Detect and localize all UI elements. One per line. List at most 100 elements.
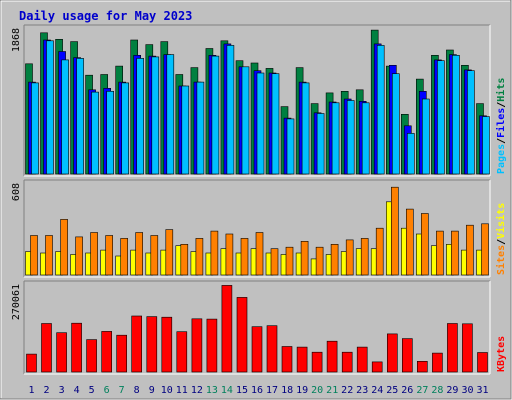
bar-pages-day-20	[316, 113, 325, 175]
bar-pages-day-2	[46, 40, 54, 175]
bar-kbytes-day-15	[236, 297, 248, 373]
x-tick-label-day-25: 25	[386, 385, 398, 396]
bar-sites-day-18	[285, 246, 294, 276]
bar-kbytes-day-24	[371, 361, 383, 373]
x-tick-label-day-10: 10	[161, 385, 173, 396]
bar-kbytes-day-30	[462, 323, 473, 373]
x-tick-label-day-22: 22	[341, 385, 353, 396]
bar-pages-day-22	[346, 100, 355, 175]
bar-sites-day-9	[150, 235, 159, 276]
panel-legend: Sites/Visits	[495, 203, 507, 275]
bar-pages-day-4	[76, 58, 84, 175]
bar-sites-day-22	[345, 239, 354, 276]
bar-sites-day-19	[300, 241, 309, 276]
legend-kbytes: KBytes	[496, 336, 507, 372]
bar-sites-day-10	[165, 229, 174, 276]
bar-kbytes-day-6	[101, 331, 112, 373]
legend-sites: Sites	[495, 245, 507, 275]
bar-sites-day-17	[270, 248, 279, 276]
x-tick-label-day-23: 23	[356, 385, 368, 396]
bar-kbytes-day-9	[146, 316, 158, 373]
bar-kbytes-day-31	[477, 352, 488, 373]
bar-pages-day-8	[136, 58, 144, 175]
bar-sites-day-11	[180, 244, 189, 276]
bar-pages-day-14	[226, 45, 235, 175]
bar-pages-day-5	[91, 91, 99, 175]
x-tick-label-day-3: 3	[59, 385, 65, 396]
bar-kbytes-day-22	[341, 351, 353, 373]
bar-kbytes-day-19	[296, 346, 308, 373]
chart-panels: 1868Pages/Files/Hits608Sites/Visits27006…	[11, 24, 507, 375]
bar-sites-day-20	[315, 246, 324, 276]
x-tick-label-day-4: 4	[74, 385, 80, 396]
bar-kbytes-day-28	[432, 352, 443, 373]
legend-separator: /	[496, 239, 507, 245]
bar-pages-day-7	[121, 82, 129, 175]
bar-pages-day-29	[452, 54, 460, 175]
bar-pages-day-31	[482, 116, 490, 175]
bar-sites-day-28	[436, 230, 444, 276]
bar-kbytes-day-14	[221, 285, 233, 373]
x-tick-label-day-2: 2	[43, 385, 49, 396]
x-tick-label-day-18: 18	[281, 385, 293, 396]
bar-pages-day-15	[241, 66, 250, 175]
x-tick-label-day-5: 5	[89, 385, 95, 396]
legend-separator: /	[496, 138, 507, 144]
legend-separator: /	[496, 102, 507, 108]
bar-kbytes-day-23	[356, 346, 368, 373]
bar-pages-day-12	[196, 81, 205, 175]
bar-kbytes-day-26	[401, 338, 413, 373]
bar-pages-day-26	[406, 133, 415, 175]
x-tick-label-day-6: 6	[104, 385, 110, 396]
x-tick-label-day-26: 26	[401, 385, 413, 396]
chart-title: Daily usage for May 2023	[19, 9, 192, 23]
bar-kbytes-day-7	[116, 334, 127, 373]
x-tick-label-day-27: 27	[416, 385, 428, 396]
bar-sites-day-30	[466, 224, 474, 276]
bar-pages-day-6	[106, 91, 114, 175]
bar-sites-day-14	[225, 233, 234, 276]
bar-sites-day-7	[120, 238, 128, 276]
x-tick-label-day-16: 16	[251, 385, 263, 396]
bar-pages-day-11	[181, 85, 190, 175]
panel-max-label: 1868	[11, 28, 22, 52]
bar-sites-day-15	[240, 238, 249, 276]
bar-kbytes-day-11	[176, 331, 188, 373]
bar-pages-day-21	[331, 102, 340, 175]
x-tick-label-day-11: 11	[176, 385, 188, 396]
bar-pages-day-27	[421, 98, 430, 175]
bar-sites-day-2	[45, 235, 53, 276]
bar-kbytes-day-13	[206, 318, 218, 373]
x-tick-label-day-1: 1	[28, 385, 34, 396]
bar-kbytes-day-4	[71, 322, 82, 373]
legend-visits: Visits	[495, 203, 507, 239]
x-tick-label-day-21: 21	[326, 385, 338, 396]
x-tick-label-day-9: 9	[149, 385, 155, 396]
bar-sites-day-5	[90, 232, 98, 276]
x-tick-label-day-15: 15	[236, 385, 248, 396]
x-tick-label-day-24: 24	[371, 385, 383, 396]
legend-files: Files	[495, 108, 507, 138]
bar-kbytes-day-8	[131, 315, 142, 373]
bar-sites-day-12	[195, 238, 204, 276]
bar-kbytes-day-10	[161, 316, 173, 373]
bar-sites-day-31	[481, 223, 489, 276]
bar-pages-day-18	[286, 118, 295, 175]
x-tick-label-day-13: 13	[206, 385, 218, 396]
bar-kbytes-day-25	[386, 333, 398, 373]
legend-pages: Pages	[496, 144, 507, 174]
panel-kbytes: 270061 KBytes	[11, 280, 507, 375]
bar-sites-day-24	[375, 227, 384, 276]
bar-pages-day-13	[211, 55, 220, 175]
x-tick-label-day-8: 8	[134, 385, 140, 396]
bar-sites-day-3	[60, 219, 68, 276]
bar-kbytes-day-12	[191, 318, 203, 373]
bar-kbytes-day-16	[251, 326, 263, 373]
x-tick-label-day-12: 12	[191, 385, 203, 396]
bar-sites-day-1	[30, 235, 38, 276]
bar-sites-day-26	[405, 208, 414, 276]
bar-kbytes-day-3	[56, 332, 67, 373]
x-tick-label-day-17: 17	[266, 385, 278, 396]
x-axis-day-labels: 1 2 3 4 5 6 7 8 9 10 11 12 13 14 15 16 17 18 19 20 21 22 23 24 2…	[28, 385, 488, 396]
bar-kbytes-day-18	[281, 346, 293, 373]
